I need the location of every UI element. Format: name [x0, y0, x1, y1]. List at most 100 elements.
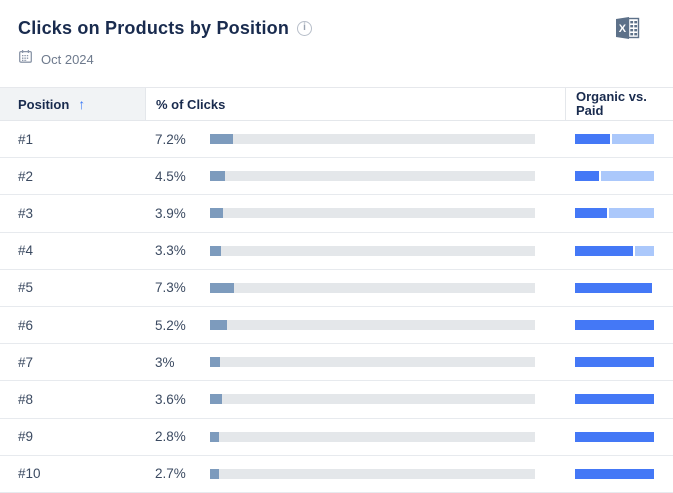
- clicks-bar-cell: [210, 134, 535, 145]
- clicks-percent-cell: 4.5%: [155, 168, 186, 184]
- clicks-bar-fill: [210, 357, 220, 368]
- clicks-bar-fill: [210, 468, 219, 479]
- clicks-bar-track: [210, 431, 535, 442]
- clicks-percent-cell: 3.3%: [155, 243, 186, 259]
- organic-paid-cell: [575, 431, 654, 442]
- column-header-position-label: Position: [18, 96, 70, 112]
- table-row[interactable]: #5 7.3%: [0, 270, 673, 307]
- calendar-icon: [18, 49, 33, 69]
- organic-paid-cell: [575, 282, 654, 293]
- clicks-bar-track: [210, 320, 535, 331]
- clicks-bar-fill: [210, 134, 234, 145]
- table-row[interactable]: #3 3.9%: [0, 195, 673, 233]
- clicks-bar-fill: [210, 245, 221, 256]
- position-cell: #7: [18, 354, 34, 370]
- organic-segment: [575, 320, 654, 331]
- paid-segment: [635, 245, 654, 256]
- organic-paid-bar: [575, 171, 654, 182]
- organic-paid-cell: [575, 171, 654, 182]
- organic-segment: [575, 468, 654, 479]
- table-row[interactable]: #2 4.5%: [0, 158, 673, 196]
- clicks-bar-fill: [210, 394, 222, 405]
- column-header-organic-paid[interactable]: Organic vs. Paid: [565, 88, 673, 120]
- clicks-bar-cell: [210, 245, 535, 256]
- info-icon[interactable]: i: [297, 20, 313, 36]
- sort-ascending-icon[interactable]: ↑: [78, 96, 86, 112]
- column-header-organic-paid-label: Organic vs. Paid: [576, 89, 647, 118]
- paid-segment: [609, 208, 654, 219]
- clicks-bar-cell: [210, 357, 535, 368]
- organic-paid-cell: [575, 320, 654, 331]
- table-row[interactable]: #8 3.6%: [0, 381, 673, 419]
- clicks-percent-cell: 2.7%: [155, 466, 186, 482]
- clicks-bar-cell: [210, 394, 535, 405]
- organic-paid-cell: [575, 134, 654, 145]
- paid-segment: [611, 134, 654, 145]
- table-row[interactable]: #4 3.3%: [0, 233, 673, 270]
- clicks-bar-track: [210, 208, 535, 219]
- organic-paid-bar: [575, 468, 654, 479]
- table-row[interactable]: #7 3%: [0, 344, 673, 382]
- table-body: #1 7.2% #2 4.5% #3: [0, 121, 673, 493]
- organic-segment: [575, 134, 610, 145]
- position-cell: #9: [18, 429, 34, 445]
- position-cell: #6: [18, 317, 34, 333]
- organic-paid-cell: [575, 208, 654, 219]
- position-cell: #3: [18, 205, 34, 221]
- clicks-percent-cell: 3%: [155, 354, 175, 370]
- organic-paid-bar: [575, 431, 654, 442]
- table-row[interactable]: #1 7.2%: [0, 121, 673, 159]
- clicks-bar-track: [210, 134, 535, 145]
- date-label: Oct 2024: [41, 51, 94, 67]
- organic-paid-bar: [575, 245, 654, 256]
- table-row[interactable]: #6 5.2%: [0, 307, 673, 345]
- organic-paid-bar: [575, 282, 654, 293]
- organic-segment: [575, 282, 652, 293]
- clicks-bar-cell: [210, 171, 535, 182]
- excel-export-button[interactable]: X: [615, 16, 641, 43]
- table-header-row: Position ↑ % of Clicks Organic vs. Paid: [0, 87, 673, 121]
- organic-paid-cell: [575, 357, 654, 368]
- position-cell: #4: [18, 243, 34, 259]
- clicks-bar-fill: [210, 282, 234, 293]
- clicks-bar-fill: [210, 320, 227, 331]
- position-cell: #10: [18, 466, 41, 482]
- organic-paid-bar: [575, 357, 654, 368]
- organic-segment: [575, 431, 654, 442]
- clicks-bar-track: [210, 171, 535, 182]
- clicks-percent-cell: 3.9%: [155, 205, 186, 221]
- organic-paid-cell: [575, 245, 654, 256]
- table-row[interactable]: #10 2.7%: [0, 456, 673, 493]
- table-row[interactable]: #9 2.8%: [0, 419, 673, 456]
- position-cell: #1: [18, 131, 34, 147]
- clicks-percent-cell: 7.2%: [155, 131, 186, 147]
- excel-icon: X: [615, 17, 641, 43]
- clicks-bar-track: [210, 245, 535, 256]
- organic-paid-cell: [575, 468, 654, 479]
- clicks-bar-track: [210, 394, 535, 405]
- clicks-bar-track: [210, 357, 535, 368]
- date-filter[interactable]: Oct 2024: [18, 49, 655, 69]
- position-cell: #2: [18, 168, 34, 184]
- organic-segment: [575, 171, 599, 182]
- organic-paid-bar: [575, 394, 654, 405]
- paid-segment: [600, 171, 654, 182]
- clicks-percent-cell: 7.3%: [155, 280, 186, 296]
- organic-paid-bar: [575, 208, 654, 219]
- clicks-bar-track: [210, 282, 535, 293]
- widget-header: Clicks on Products by Position i X: [0, 0, 673, 69]
- organic-paid-bar: [575, 320, 654, 331]
- position-cell: #8: [18, 391, 34, 407]
- column-header-clicks[interactable]: % of Clicks: [145, 88, 565, 120]
- organic-segment: [575, 245, 634, 256]
- svg-text:X: X: [619, 23, 627, 35]
- clicks-bar-fill: [210, 208, 223, 219]
- clicks-bar-fill: [210, 171, 225, 182]
- clicks-bar-cell: [210, 431, 535, 442]
- clicks-percent-cell: 3.6%: [155, 391, 186, 407]
- column-header-clicks-label: % of Clicks: [156, 96, 226, 112]
- column-header-position[interactable]: Position ↑: [0, 88, 145, 120]
- organic-paid-bar: [575, 134, 654, 145]
- clicks-percent-cell: 5.2%: [155, 317, 186, 333]
- clicks-bar-cell: [210, 320, 535, 331]
